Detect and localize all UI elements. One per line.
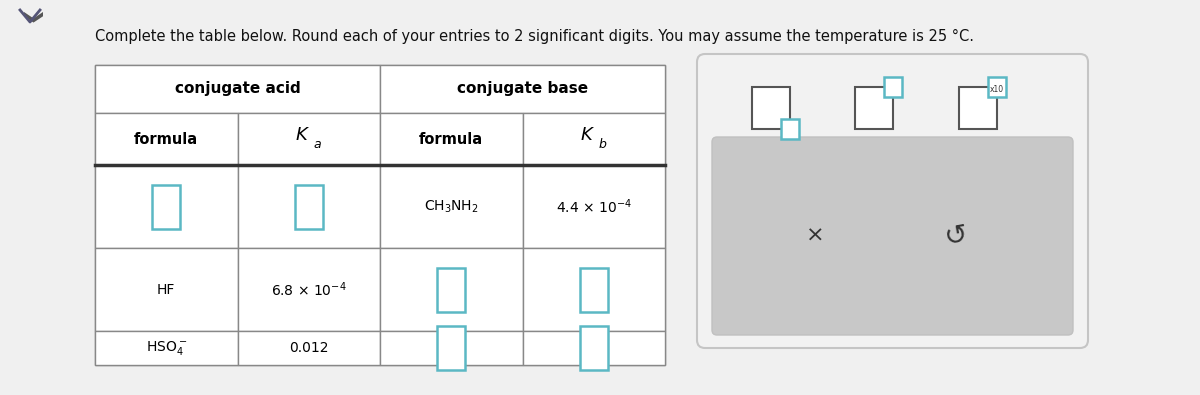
Text: $a$: $a$ <box>313 137 322 150</box>
Bar <box>380 331 522 365</box>
Bar <box>522 248 665 331</box>
Bar <box>884 77 902 97</box>
Bar <box>95 165 238 248</box>
Text: 4.4 × 10$^{-4}$: 4.4 × 10$^{-4}$ <box>556 197 631 216</box>
Bar <box>295 184 323 228</box>
Text: formula: formula <box>134 132 198 147</box>
Text: x10: x10 <box>990 85 1003 94</box>
FancyBboxPatch shape <box>712 137 1073 335</box>
Bar <box>95 113 238 165</box>
Text: $b$: $b$ <box>598 137 607 151</box>
Text: 6.8 × 10$^{-4}$: 6.8 × 10$^{-4}$ <box>271 280 347 299</box>
Text: conjugate acid: conjugate acid <box>175 81 300 96</box>
Bar <box>238 331 380 365</box>
Bar <box>95 248 238 331</box>
Text: formula: formula <box>419 132 484 147</box>
Text: ×: × <box>806 226 824 246</box>
Bar <box>580 326 607 370</box>
Text: conjugate base: conjugate base <box>457 81 588 96</box>
Bar <box>437 267 466 312</box>
Text: ❯: ❯ <box>20 10 40 26</box>
Bar <box>95 331 238 365</box>
Bar <box>238 165 380 248</box>
Text: ↺: ↺ <box>942 220 970 252</box>
Bar <box>781 119 799 139</box>
Text: $K$: $K$ <box>581 126 595 144</box>
Text: Complete the table below. Round each of your entries to 2 significant digits. Yo: Complete the table below. Round each of … <box>95 28 974 43</box>
Bar <box>959 87 996 129</box>
Bar <box>380 113 522 165</box>
Bar <box>580 267 607 312</box>
Bar <box>437 326 466 370</box>
Bar <box>380 165 522 248</box>
Bar <box>856 87 894 129</box>
Text: $K$: $K$ <box>295 126 311 144</box>
Bar <box>95 65 665 365</box>
Text: CH$_3$NH$_2$: CH$_3$NH$_2$ <box>424 198 479 215</box>
Bar <box>238 113 380 165</box>
Bar <box>752 87 791 129</box>
Bar <box>152 184 180 228</box>
FancyBboxPatch shape <box>697 54 1088 348</box>
Bar <box>380 248 522 331</box>
Bar <box>522 113 665 165</box>
Text: HF: HF <box>157 282 175 297</box>
Bar <box>522 331 665 365</box>
Bar <box>95 65 380 113</box>
Bar <box>238 248 380 331</box>
Bar <box>380 65 665 113</box>
Text: 0.012: 0.012 <box>289 341 329 355</box>
Bar <box>988 77 1006 97</box>
Bar <box>522 165 665 248</box>
Text: HSO$_4^-$: HSO$_4^-$ <box>145 339 187 357</box>
